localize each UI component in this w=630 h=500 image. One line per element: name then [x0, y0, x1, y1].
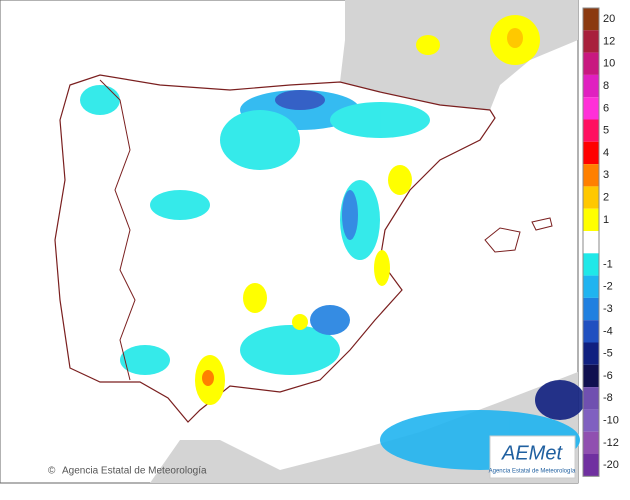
legend-label: 1 [603, 214, 609, 226]
legend-label: 2 [603, 191, 609, 203]
legend-swatch [583, 8, 599, 31]
legend-swatch [583, 208, 599, 231]
legend-label: 5 [603, 125, 609, 137]
credit: Agencia Estatal de Meteorología [62, 466, 207, 477]
legend-swatch [583, 387, 599, 410]
legend-frame [582, 7, 600, 477]
legend-label: 4 [603, 147, 609, 159]
portugal-border [99, 79, 136, 381]
legend-swatch [583, 431, 599, 454]
legend-label: -4 [603, 325, 613, 337]
legend-swatch [583, 454, 599, 477]
legend-label: 20 [603, 13, 615, 25]
anomaly-areas [80, 85, 585, 470]
legend-label: 12 [603, 35, 615, 47]
logo: AEMet [501, 442, 563, 464]
legend-label: -6 [603, 370, 613, 382]
legend-swatch [583, 409, 599, 432]
legend-swatch [583, 342, 599, 365]
legend-swatch [583, 253, 599, 276]
legend-swatch [583, 141, 599, 165]
legend-label: 6 [603, 102, 609, 114]
legend-label: -2 [603, 281, 613, 293]
legend-swatch [583, 30, 599, 53]
iberia [54, 74, 496, 423]
legend-swatch [583, 74, 599, 98]
legend-label: 8 [603, 80, 609, 92]
logo-box [489, 435, 576, 479]
legend: 20 12 10 8 6 5 4 3 2 1 -1 -2 -3 -4 -5 -6 -8 -10 -12 -20 [582, 7, 619, 477]
legend-swatch [583, 297, 599, 321]
legend-swatch [583, 275, 599, 298]
positive-areas [195, 15, 540, 405]
logo-subtitle: Agencia Estatal de Meteorología [489, 469, 576, 475]
legend-label: -8 [603, 392, 613, 404]
legend-swatch [583, 97, 599, 120]
legend-swatch [583, 52, 599, 75]
legend-label: -1 [603, 258, 613, 270]
legend-label: -10 [603, 414, 619, 426]
menorca [531, 217, 553, 231]
legend-label: 10 [603, 58, 615, 70]
legend-label: -20 [603, 459, 619, 471]
legend-label: -12 [603, 437, 619, 449]
legend-swatch [583, 119, 599, 142]
legend-label: -3 [603, 303, 613, 315]
mallorca [484, 227, 521, 253]
legend-label: 3 [603, 169, 609, 181]
legend-swatch [583, 364, 599, 388]
legend-swatch [583, 186, 599, 209]
legend-label: -5 [603, 348, 613, 360]
map: © Agencia Estatal de Meteorología AEMet … [0, 0, 585, 484]
legend-swatch [583, 320, 599, 343]
copyright-symbol: © [48, 466, 56, 477]
legend-swatch [583, 164, 599, 187]
